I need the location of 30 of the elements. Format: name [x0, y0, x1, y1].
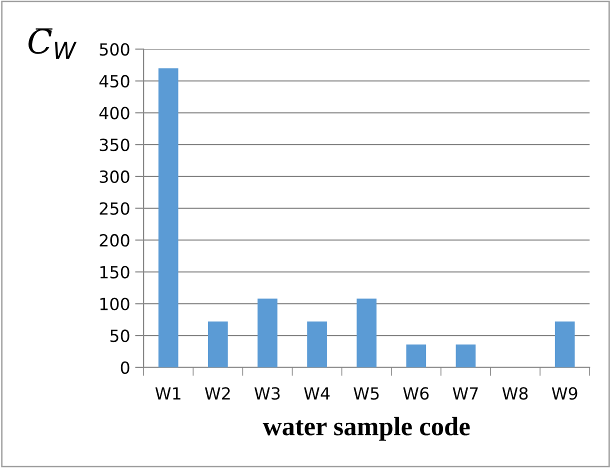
y-tick-label: 350: [100, 138, 130, 152]
y-tick-label: 100: [100, 298, 130, 310]
bar: [208, 322, 228, 368]
y-tick-label: 400: [99, 106, 130, 120]
y-tick-label: 450: [99, 74, 130, 88]
bar: [406, 344, 426, 368]
y-tick-label: 0: [120, 361, 130, 374]
bar: [554, 322, 575, 368]
y-tick-label: 500: [100, 43, 130, 56]
x-tick-label: W1: [155, 387, 180, 400]
bar: [456, 344, 476, 368]
y-tick-label: 50: [110, 330, 130, 342]
x-tick-label: W4: [304, 387, 330, 400]
y-tick-label: 200: [100, 234, 130, 247]
y-tick-label: 250: [100, 202, 130, 215]
bar: [356, 298, 377, 368]
x-tick-label: W8: [502, 387, 528, 400]
bar: [307, 322, 327, 368]
x-tick-label: W9: [552, 387, 578, 400]
x-tick-label: W6: [403, 387, 429, 400]
x-tick-label: W3: [254, 387, 280, 400]
y-tick-label: 150: [100, 266, 130, 278]
x-tick-label: W2: [204, 387, 230, 400]
y-axis-title: C̅$_{W}$: [28, 28, 77, 59]
bar: [258, 298, 278, 368]
x-tick-label: W7: [452, 387, 478, 400]
x-tick-label: W5: [354, 387, 379, 400]
bar: [158, 68, 178, 368]
x-axis-title: water sample code: [262, 416, 470, 441]
y-tick-label: 300: [100, 170, 130, 184]
